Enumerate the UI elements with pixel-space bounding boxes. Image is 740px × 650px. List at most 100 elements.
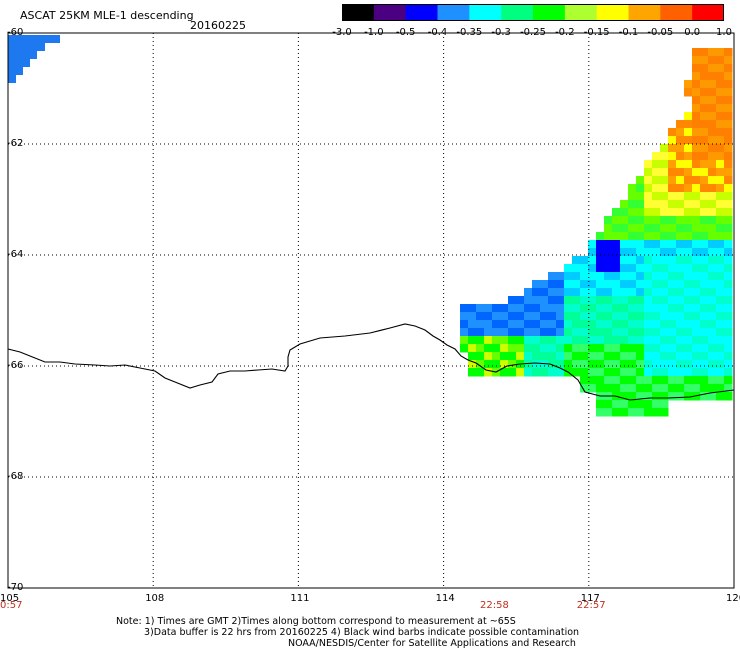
data-cell <box>692 160 701 169</box>
data-cell <box>716 64 725 73</box>
data-cell <box>588 304 597 313</box>
data-cell <box>620 304 629 313</box>
data-cell <box>652 328 661 337</box>
data-cell <box>716 168 725 177</box>
data-cell <box>724 320 733 329</box>
data-cell <box>604 272 613 281</box>
data-cell <box>596 360 605 369</box>
data-cell <box>692 136 701 145</box>
data-cell <box>556 312 565 321</box>
data-cell <box>668 376 677 385</box>
data-cell <box>652 408 661 417</box>
data-cell <box>524 352 533 361</box>
data-cell <box>716 392 725 401</box>
data-cell <box>668 176 677 185</box>
data-cell <box>660 208 669 217</box>
data-cell <box>668 192 677 201</box>
data-cell <box>708 320 717 329</box>
data-cell <box>724 376 733 385</box>
data-cell <box>660 360 669 369</box>
data-cell <box>668 160 677 169</box>
data-cell <box>596 320 605 329</box>
data-cell <box>620 200 629 209</box>
data-cell <box>716 256 725 265</box>
data-cell <box>708 224 717 233</box>
data-cell <box>660 224 669 233</box>
colorbar-label: -0.2 <box>555 27 575 38</box>
corner-data-row <box>8 35 60 43</box>
colorbar-labels: -3.0 -1.0 -0.5 -0.4 -0.35 -0.3 -0.25 -0.2 -0.15-… <box>330 27 740 39</box>
data-cell <box>460 328 469 337</box>
data-cell <box>716 128 725 137</box>
data-cell <box>636 392 645 401</box>
data-cell <box>692 48 701 57</box>
data-cell <box>628 248 637 257</box>
data-cell <box>724 208 733 217</box>
data-cell <box>556 368 565 377</box>
data-cell <box>668 336 677 345</box>
data-cell <box>700 224 709 233</box>
corner-data-row <box>8 67 23 75</box>
data-cell <box>612 216 621 225</box>
data-cell <box>684 320 693 329</box>
data-cell <box>660 328 669 337</box>
data-cell <box>516 352 525 361</box>
data-cell <box>684 80 693 89</box>
data-cell <box>564 312 573 321</box>
data-cell <box>652 336 661 345</box>
data-cell <box>700 288 709 297</box>
data-cell <box>716 368 725 377</box>
data-cell <box>604 376 613 385</box>
data-cell <box>604 264 613 273</box>
data-cell <box>596 408 605 417</box>
data-cell <box>588 344 597 353</box>
data-cell <box>612 304 621 313</box>
data-cell <box>628 288 637 297</box>
data-cell <box>636 264 645 273</box>
data-cell <box>620 240 629 249</box>
data-cell <box>612 376 621 385</box>
data-cell <box>684 376 693 385</box>
data-cell <box>468 312 477 321</box>
data-cell <box>612 296 621 305</box>
data-cell <box>684 136 693 145</box>
colorbar-label: -0.5 <box>395 27 416 38</box>
data-cell <box>644 184 653 193</box>
data-cell <box>668 392 677 401</box>
data-cell <box>628 208 637 217</box>
data-cell <box>548 320 557 329</box>
data-cell <box>692 216 701 225</box>
data-cell <box>532 328 541 337</box>
data-cell <box>516 296 525 305</box>
data-cell <box>572 288 581 297</box>
data-cell <box>532 320 541 329</box>
data-cell <box>612 288 621 297</box>
data-cell <box>700 280 709 289</box>
data-cell <box>692 264 701 273</box>
data-cell <box>604 360 613 369</box>
colorbar-label: -0.35 <box>456 27 483 38</box>
data-cell <box>692 336 701 345</box>
data-cell <box>684 288 693 297</box>
data-cell <box>652 216 661 225</box>
data-cell <box>588 376 597 385</box>
data-cell <box>692 152 701 161</box>
data-cell <box>564 296 573 305</box>
data-cell <box>692 304 701 313</box>
data-cell <box>596 312 605 321</box>
data-cell <box>660 176 669 185</box>
map-date: 20160225 <box>190 19 246 32</box>
data-cell <box>716 360 725 369</box>
data-cell <box>516 344 525 353</box>
data-cell <box>620 280 629 289</box>
data-cell <box>692 368 701 377</box>
data-cell <box>604 296 613 305</box>
data-cell <box>636 232 645 241</box>
data-cell <box>684 256 693 265</box>
data-cell <box>716 344 725 353</box>
data-cell <box>652 168 661 177</box>
data-cell <box>708 136 717 145</box>
data-cell <box>532 312 541 321</box>
data-cell <box>660 168 669 177</box>
data-cell <box>708 384 717 393</box>
